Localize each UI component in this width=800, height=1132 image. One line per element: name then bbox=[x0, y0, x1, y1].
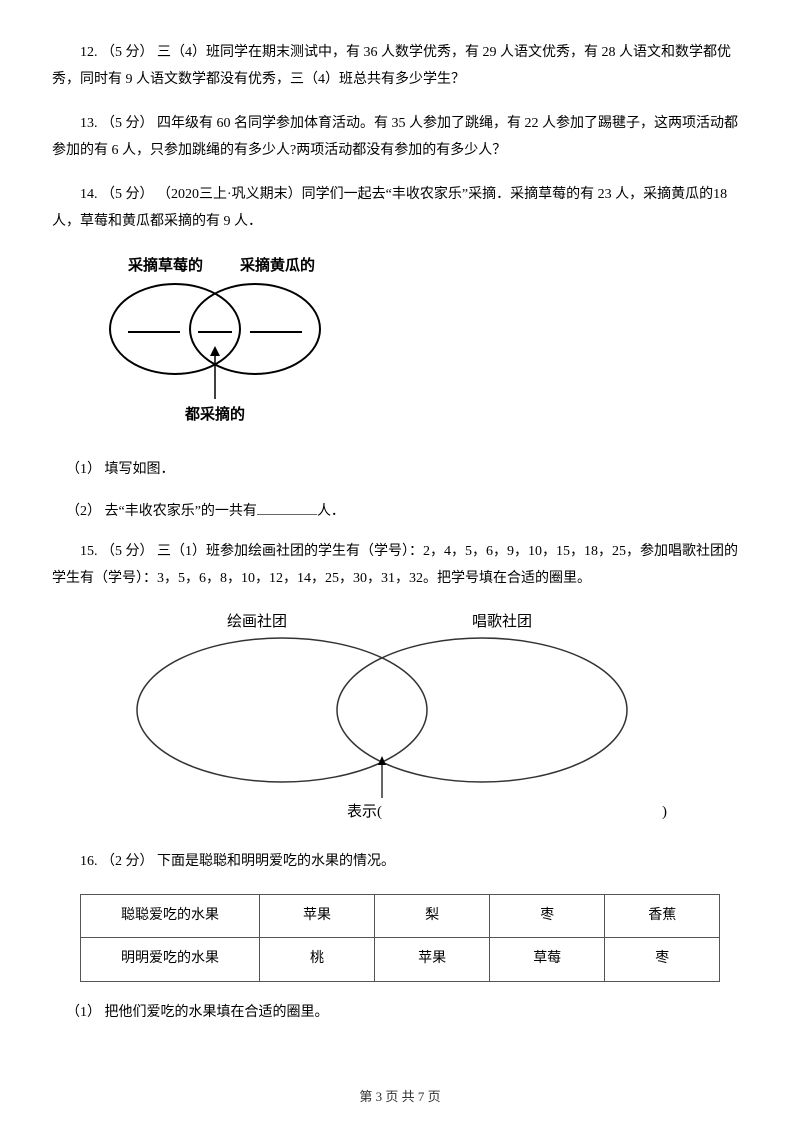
venn2-pointer-label: 表示( bbox=[347, 803, 382, 820]
table-row: 明明爱吃的水果 桃 苹果 草莓 枣 bbox=[81, 938, 720, 982]
venn-diagram-2: 绘画社团 唱歌社团 表示( ) bbox=[132, 610, 748, 831]
q15-text: 15. （5 分） 三（1）班参加绘画社团的学生有（学号）：2，4，5，6，9，… bbox=[52, 544, 738, 586]
venn1-arrow-head bbox=[210, 346, 220, 356]
table-row: 聪聪爱吃的水果 苹果 梨 枣 香蕉 bbox=[81, 894, 720, 938]
cell-r1c2: 苹果 bbox=[375, 938, 490, 982]
q16-text: 16. （2 分） 下面是聪聪和明明爱吃的水果的情况。 bbox=[80, 854, 395, 869]
question-14: 14. （5 分） （2020三上·巩义期末）同学们一起去“丰收农家乐”采摘．采… bbox=[52, 182, 748, 235]
q14-sub2-suffix: 人． bbox=[317, 504, 345, 519]
venn1-left-circle bbox=[110, 284, 240, 374]
page-footer: 第 3 页 共 7 页 bbox=[0, 1085, 800, 1110]
venn1-bottom-label: 都采摘的 bbox=[184, 405, 245, 423]
venn-diagram-1: 采摘草莓的 采摘黄瓜的 都采摘的 bbox=[80, 254, 748, 440]
q14-blank[interactable] bbox=[257, 498, 317, 515]
question-16: 16. （2 分） 下面是聪聪和明明爱吃的水果的情况。 bbox=[52, 849, 748, 876]
fruit-table: 聪聪爱吃的水果 苹果 梨 枣 香蕉 明明爱吃的水果 桃 苹果 草莓 枣 bbox=[80, 894, 720, 982]
cell-r0c2: 梨 bbox=[375, 894, 490, 938]
q16-sub1-text: （1） 把他们爱吃的水果填在合适的圈里。 bbox=[66, 1005, 329, 1020]
q14-sub2-prefix: （2） 去“丰收农家乐”的一共有 bbox=[66, 504, 257, 519]
question-12: 12. （5 分） 三（4）班同学在期末测试中，有 36 人数学优秀，有 29 … bbox=[52, 40, 748, 93]
cell-r1c0: 明明爱吃的水果 bbox=[81, 938, 260, 982]
venn-svg-1: 采摘草莓的 采摘黄瓜的 都采摘的 bbox=[80, 254, 340, 429]
footer-text: 第 3 页 共 7 页 bbox=[359, 1089, 440, 1104]
venn-svg-2: 绘画社团 唱歌社团 表示( ) bbox=[132, 610, 672, 820]
venn2-left-label: 绘画社团 bbox=[227, 613, 287, 630]
q13-text: 13. （5 分） 四年级有 60 名同学参加体育活动。有 35 人参加了跳绳，… bbox=[52, 116, 738, 158]
venn2-right-label: 唱歌社团 bbox=[472, 613, 532, 630]
cell-r0c3: 枣 bbox=[490, 894, 605, 938]
q16-sub1: （1） 把他们爱吃的水果填在合适的圈里。 bbox=[52, 1000, 748, 1027]
cell-r0c4: 香蕉 bbox=[605, 894, 720, 938]
venn1-left-label: 采摘草莓的 bbox=[127, 256, 203, 274]
cell-r1c1: 桃 bbox=[260, 938, 375, 982]
venn1-right-circle bbox=[190, 284, 320, 374]
q12-text: 12. （5 分） 三（4）班同学在期末测试中，有 36 人数学优秀，有 29 … bbox=[52, 45, 731, 87]
cell-r0c1: 苹果 bbox=[260, 894, 375, 938]
q14-sub2: （2） 去“丰收农家乐”的一共有 人． bbox=[52, 498, 748, 525]
question-15: 15. （5 分） 三（1）班参加绘画社团的学生有（学号）：2，4，5，6，9，… bbox=[52, 539, 748, 592]
q14-sub1: （1） 填写如图． bbox=[52, 457, 748, 484]
cell-r0c0: 聪聪爱吃的水果 bbox=[81, 894, 260, 938]
cell-r1c3: 草莓 bbox=[490, 938, 605, 982]
question-13: 13. （5 分） 四年级有 60 名同学参加体育活动。有 35 人参加了跳绳，… bbox=[52, 111, 748, 164]
venn2-pointer-close: ) bbox=[662, 804, 667, 820]
q14-text: 14. （5 分） （2020三上·巩义期末）同学们一起去“丰收农家乐”采摘．采… bbox=[52, 187, 727, 229]
q14-sub1-text: （1） 填写如图． bbox=[66, 462, 175, 477]
venn1-right-label: 采摘黄瓜的 bbox=[239, 256, 315, 274]
cell-r1c4: 枣 bbox=[605, 938, 720, 982]
